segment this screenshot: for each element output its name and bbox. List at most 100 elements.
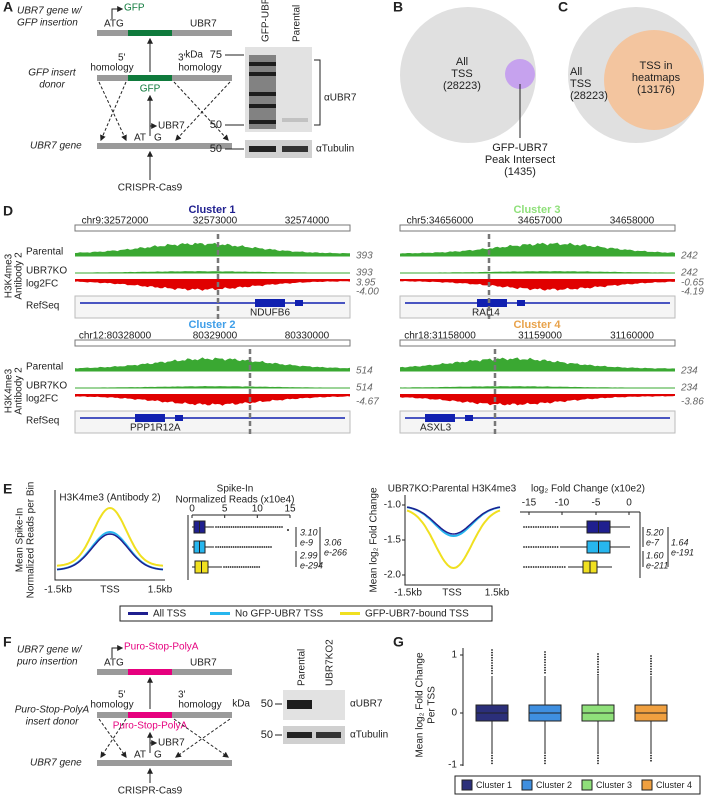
coordinate-label: chr9:32572000 bbox=[82, 216, 149, 227]
outlier bbox=[556, 566, 559, 568]
outlier bbox=[228, 526, 231, 528]
outlier bbox=[597, 668, 599, 671]
blot-band bbox=[316, 732, 341, 738]
outlier bbox=[252, 546, 255, 548]
homology-label: 3' bbox=[178, 690, 186, 701]
refseq-exon bbox=[477, 299, 507, 307]
panel-letter: D bbox=[3, 203, 13, 219]
refseq-exon bbox=[295, 300, 303, 306]
tick-label: 15 bbox=[284, 504, 296, 515]
outlier bbox=[559, 566, 561, 568]
outlier bbox=[525, 526, 528, 528]
bracket bbox=[314, 59, 321, 126]
track-scale: 393 bbox=[356, 268, 373, 279]
coordinate-label: 31159000 bbox=[518, 331, 562, 342]
refseq-box bbox=[399, 295, 676, 319]
outlier bbox=[523, 566, 525, 568]
outlier bbox=[263, 526, 266, 528]
homology-arrow bbox=[173, 81, 229, 141]
venn-label: (28223) bbox=[570, 90, 608, 102]
stat-label: 2.99 bbox=[299, 550, 318, 560]
atg-label: ATG bbox=[104, 658, 124, 669]
marker-label: 50 bbox=[261, 729, 273, 741]
axis-label: Antibody 2 bbox=[14, 252, 25, 300]
outlier bbox=[245, 566, 247, 568]
outlier bbox=[229, 566, 232, 568]
gene-label: UBR7 gene bbox=[30, 141, 82, 152]
outlier bbox=[491, 659, 493, 662]
tick-label: 10 bbox=[252, 504, 264, 515]
outlier bbox=[650, 759, 652, 762]
gene-label: UBR7 gene bbox=[30, 758, 82, 769]
gene-bar bbox=[97, 143, 232, 149]
legend-label: Cluster 1 bbox=[476, 780, 512, 790]
outlier bbox=[251, 566, 254, 568]
kda-label: kDa bbox=[232, 699, 250, 710]
refseq-box bbox=[74, 295, 351, 319]
stat-label: e-9 bbox=[300, 537, 313, 547]
venn-label: TSS in bbox=[639, 60, 672, 72]
venn-label: GFP-UBR7 bbox=[492, 142, 548, 154]
antibody-label: αTubulin bbox=[350, 730, 388, 741]
homology-label: homology bbox=[90, 63, 133, 74]
axis-label: Antibody 2 bbox=[14, 367, 25, 415]
venn-label: TSS bbox=[570, 78, 591, 90]
legend-box bbox=[119, 605, 493, 622]
tick-label: 0 bbox=[451, 708, 457, 719]
tick-label: TSS bbox=[442, 588, 462, 599]
stat-label: 3.10 bbox=[300, 527, 318, 537]
stat-label: e-7 bbox=[646, 537, 660, 547]
outlier bbox=[232, 526, 235, 528]
tick-label: 1.5kb bbox=[148, 585, 173, 596]
log2fc-track bbox=[75, 279, 350, 291]
gene-name: NDUFB6 bbox=[250, 308, 290, 319]
track-scale: -4.00 bbox=[356, 287, 379, 298]
panel-letter: E bbox=[3, 481, 12, 497]
outlier bbox=[549, 566, 552, 568]
outlier bbox=[249, 566, 252, 568]
tick-label: 1.5kb bbox=[485, 588, 510, 599]
outlier bbox=[530, 566, 533, 568]
outlier bbox=[248, 546, 250, 548]
outlier bbox=[650, 668, 652, 670]
blot-band bbox=[249, 104, 276, 108]
tick-label: TSS bbox=[100, 585, 120, 596]
legend-label: Cluster 4 bbox=[656, 780, 692, 790]
gene-label: GFP insertion bbox=[17, 18, 78, 29]
blot-band bbox=[249, 92, 276, 96]
crispr-label: CRISPR-Cas9 bbox=[118, 183, 183, 194]
gene-name: UBR7 bbox=[158, 121, 185, 132]
marker-label: 50 bbox=[210, 143, 222, 155]
marker-label: 50 bbox=[261, 698, 273, 710]
venn-label: All bbox=[456, 56, 468, 68]
outlier bbox=[226, 526, 228, 528]
legend-box bbox=[454, 775, 701, 795]
profile-line bbox=[56, 533, 164, 571]
plot-title: H3K4me3 (Antibody 2) bbox=[59, 493, 160, 504]
homology-label: 5' bbox=[118, 53, 126, 64]
refseq-exon bbox=[425, 414, 455, 422]
outlier bbox=[219, 546, 222, 548]
tick-label: -1.5kb bbox=[44, 585, 72, 596]
donor-label: GFP insert bbox=[28, 68, 77, 79]
promoter-arrow bbox=[111, 6, 124, 19]
homology-label: homology bbox=[178, 63, 221, 74]
outlier bbox=[547, 546, 549, 548]
outlier bbox=[243, 546, 246, 548]
outlier bbox=[554, 566, 557, 568]
outlier bbox=[491, 667, 493, 670]
outlier bbox=[650, 662, 652, 665]
venn-label: All bbox=[570, 66, 582, 78]
cluster-title: Cluster 2 bbox=[188, 319, 235, 331]
outlier bbox=[491, 759, 493, 762]
panel-letter: G bbox=[393, 634, 404, 650]
outlier bbox=[272, 526, 275, 528]
gene-name: UBR7 bbox=[190, 19, 217, 30]
outlier bbox=[491, 754, 493, 757]
outlier bbox=[542, 546, 545, 548]
parental-track bbox=[75, 357, 350, 371]
outlier bbox=[556, 526, 559, 528]
outlier bbox=[537, 546, 540, 548]
